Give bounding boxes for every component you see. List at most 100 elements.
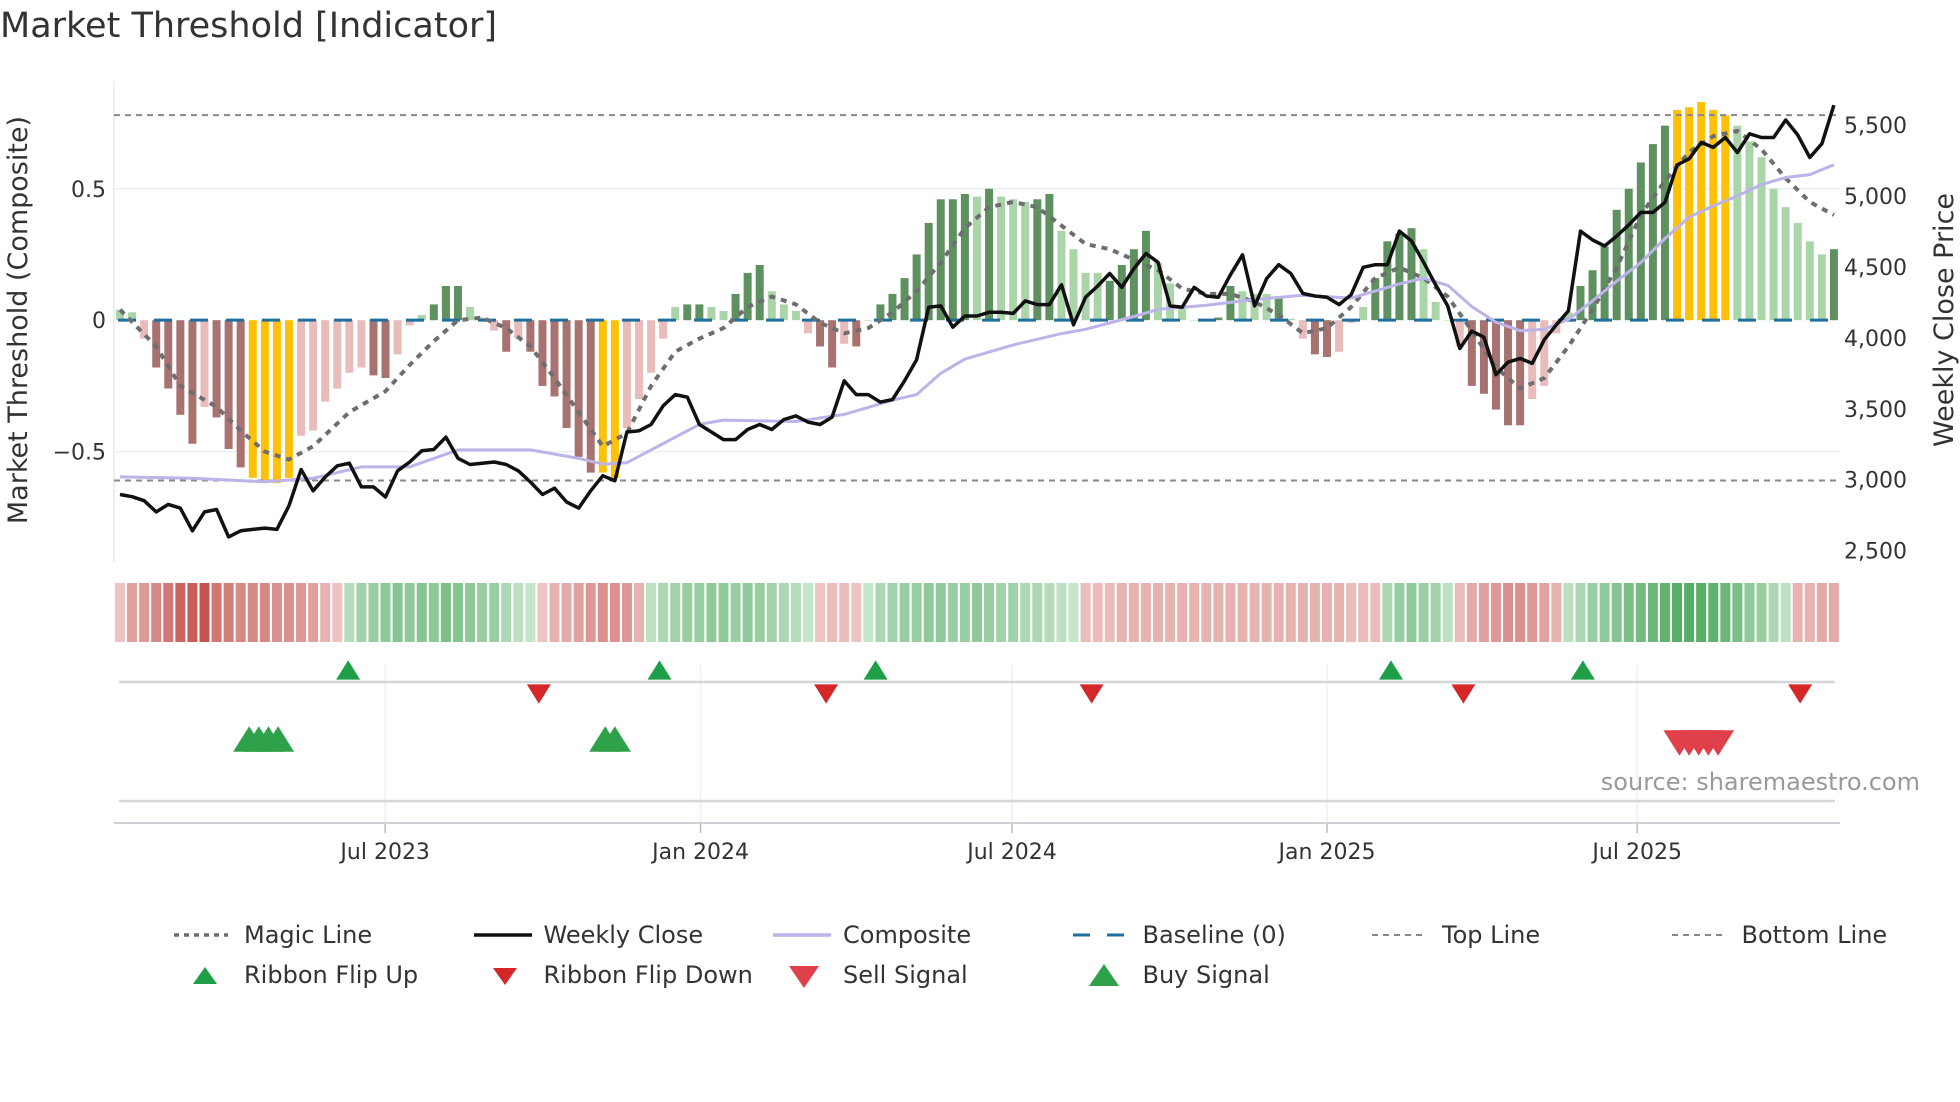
- ribbon-flip-down-marker: [1451, 684, 1476, 704]
- composite-bar: [284, 320, 293, 478]
- ribbon-cell: [1575, 583, 1586, 642]
- composite-bar: [1479, 320, 1488, 394]
- ribbon-cell: [1720, 583, 1731, 642]
- ribbon-cell: [259, 583, 270, 642]
- ribbon-cell: [597, 583, 608, 642]
- ribbon-flip-down-marker: [1788, 684, 1813, 704]
- legend-label: Top Line: [1442, 921, 1541, 949]
- composite-bar: [1805, 241, 1814, 321]
- ribbon-cell: [440, 583, 451, 642]
- composite-bar: [297, 320, 306, 436]
- composite-bar: [260, 320, 269, 481]
- ribbon-cell: [1237, 583, 1248, 642]
- composite-bar: [972, 196, 981, 321]
- composite-bar: [1190, 320, 1199, 321]
- ribbon-cell: [1032, 583, 1043, 642]
- ribbon-cell: [1599, 583, 1610, 642]
- composite-bar: [828, 320, 837, 368]
- legend-label: Ribbon Flip Up: [244, 961, 419, 989]
- composite-bar: [1793, 222, 1802, 321]
- composite-bar: [610, 320, 619, 478]
- legend-item-sell: Sell Signal: [769, 960, 1069, 990]
- ribbon-cell: [235, 583, 246, 642]
- ribbon-cell: [525, 583, 536, 642]
- composite-bar: [695, 304, 704, 321]
- composite-bar: [1516, 320, 1525, 426]
- composite-bar: [1045, 194, 1054, 321]
- buy-signal-marker: [598, 726, 631, 752]
- composite-bar: [405, 320, 414, 326]
- composite-bar: [502, 320, 511, 352]
- composite-bar: [248, 320, 257, 478]
- composite-bar: [1395, 233, 1404, 321]
- legend-item-magic: Magic Line: [170, 920, 470, 950]
- x-tick-label: Jul 2023: [338, 840, 430, 865]
- left-axis-title: Market Threshold (Composite): [3, 116, 34, 524]
- composite-bar: [309, 320, 318, 431]
- ribbon-cell: [247, 583, 258, 642]
- ribbon-cell: [332, 583, 343, 642]
- ribbon-cell: [984, 583, 995, 642]
- composite-bar: [1286, 318, 1295, 321]
- right-axis-title: Weekly Close Price: [1929, 193, 1960, 447]
- ribbon-cell: [634, 583, 645, 642]
- composite-bar: [767, 291, 776, 321]
- composite-bar: [164, 320, 173, 389]
- ribbon-flip-up-marker: [336, 660, 361, 680]
- composite-bar: [1407, 228, 1416, 321]
- ribbon-cell: [1744, 583, 1755, 642]
- composite-bar: [1310, 320, 1319, 355]
- composite-bar: [1685, 107, 1694, 321]
- ribbon-cell: [1104, 583, 1115, 642]
- legend-item-composite: Composite: [769, 920, 1069, 950]
- ribbon-cell: [380, 583, 391, 642]
- composite-bar: [779, 304, 788, 321]
- composite-bar: [1769, 188, 1778, 321]
- composite-bar: [116, 309, 124, 321]
- ribbon-cell: [1659, 583, 1670, 642]
- composite-bar: [852, 320, 861, 347]
- composite-bar: [1540, 320, 1549, 386]
- legend-swatch-magic-icon: [174, 933, 228, 937]
- legend-swatch-close-icon: [473, 933, 532, 937]
- composite-bar: [1600, 246, 1609, 321]
- ribbon-cell: [887, 583, 898, 642]
- composite-bar: [1021, 201, 1030, 321]
- legend-item-baseline: Baseline (0): [1069, 920, 1369, 950]
- ribbon-cell: [368, 583, 379, 642]
- ribbon-cell: [1804, 583, 1815, 642]
- sell-signal-marker: [1702, 730, 1735, 756]
- ribbon-cell: [163, 583, 174, 642]
- composite-bar: [333, 320, 342, 389]
- composite-bar: [453, 286, 462, 321]
- ribbon-cell: [1647, 583, 1658, 642]
- ribbon-cell: [1177, 583, 1188, 642]
- ribbon-cell: [706, 583, 717, 642]
- composite-bar: [1057, 230, 1066, 321]
- composite-bar: [417, 314, 426, 321]
- ribbon-cell: [428, 583, 439, 642]
- ribbon-cell: [573, 583, 584, 642]
- ribbon-cell: [1708, 583, 1719, 642]
- ribbon-cell: [1539, 583, 1550, 642]
- composite-bar: [128, 312, 137, 321]
- legend-item-bottom: Bottom Line: [1668, 920, 1960, 950]
- composite-bar: [1733, 125, 1742, 321]
- composite-bar: [1588, 270, 1597, 321]
- composite-bar: [1636, 162, 1645, 321]
- ribbon-cell: [1189, 583, 1200, 642]
- composite-bar: [1117, 264, 1126, 321]
- ribbon-cell: [1056, 583, 1067, 642]
- right-tick-label: 5,000: [1844, 185, 1907, 210]
- composite-bar: [1238, 291, 1247, 321]
- composite-bar: [707, 307, 716, 321]
- ribbon-cell: [1201, 583, 1212, 642]
- ribbon-cell: [199, 583, 210, 642]
- x-tick-label: Jul 2025: [1590, 840, 1682, 865]
- composite-bar: [719, 310, 728, 321]
- ribbon-cell: [187, 583, 198, 642]
- ribbon-cell: [754, 583, 765, 642]
- composite-bar: [1564, 312, 1573, 321]
- buy-signal-marker: [262, 726, 295, 752]
- composite-bar: [1323, 320, 1331, 357]
